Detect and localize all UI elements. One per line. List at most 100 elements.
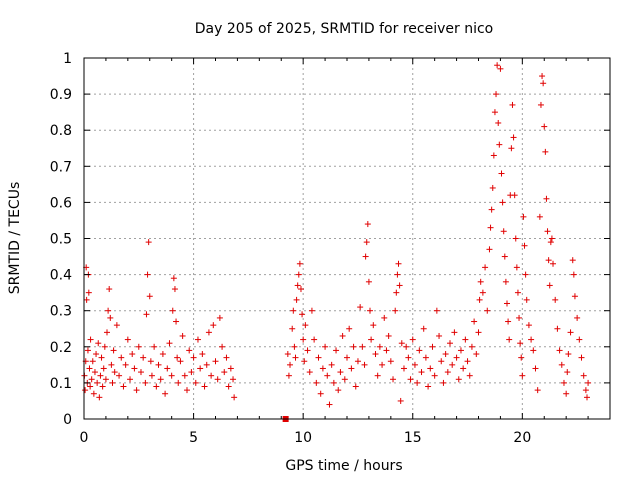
data-point bbox=[473, 351, 480, 358]
data-point bbox=[397, 397, 404, 404]
data-point bbox=[169, 307, 176, 314]
data-point bbox=[105, 307, 112, 314]
x-tick-label: 0 bbox=[80, 430, 89, 446]
data-point bbox=[322, 343, 329, 350]
data-point bbox=[395, 260, 402, 267]
data-point bbox=[501, 253, 508, 260]
data-point bbox=[416, 347, 423, 354]
data-point bbox=[364, 221, 371, 228]
data-point bbox=[503, 300, 510, 307]
x-tick-label: 15 bbox=[404, 430, 422, 446]
data-point bbox=[482, 264, 489, 271]
data-point bbox=[471, 318, 478, 325]
data-point bbox=[558, 361, 565, 368]
data-point bbox=[547, 239, 554, 246]
data-point bbox=[122, 361, 129, 368]
data-point bbox=[225, 383, 232, 390]
data-point bbox=[570, 271, 577, 278]
data-point bbox=[348, 365, 355, 372]
data-point bbox=[554, 325, 561, 332]
data-point bbox=[521, 242, 528, 249]
data-point bbox=[460, 365, 467, 372]
data-point bbox=[405, 354, 412, 361]
data-point bbox=[135, 343, 142, 350]
data-point bbox=[143, 311, 150, 318]
data-point bbox=[145, 239, 152, 246]
data-point bbox=[179, 332, 186, 339]
y-tick-label: 0.9 bbox=[50, 87, 72, 103]
data-point bbox=[295, 271, 302, 278]
data-point bbox=[190, 354, 197, 361]
data-point bbox=[199, 351, 206, 358]
data-point bbox=[301, 358, 308, 365]
y-tick-label: 0.5 bbox=[50, 232, 72, 248]
data-point bbox=[335, 387, 342, 394]
data-point bbox=[216, 314, 223, 321]
data-point bbox=[494, 62, 501, 69]
data-point bbox=[530, 347, 537, 354]
data-point bbox=[344, 354, 350, 361]
data-point bbox=[203, 361, 210, 368]
data-point bbox=[90, 390, 97, 397]
data-point bbox=[346, 325, 353, 332]
data-point bbox=[540, 80, 547, 87]
data-point bbox=[350, 343, 357, 350]
data-point bbox=[567, 329, 574, 336]
data-point bbox=[569, 257, 576, 264]
data-point bbox=[153, 383, 160, 390]
data-point bbox=[542, 148, 549, 155]
data-point bbox=[390, 376, 397, 383]
data-point bbox=[227, 365, 234, 372]
data-point bbox=[462, 336, 469, 343]
data-point bbox=[124, 336, 131, 343]
data-point bbox=[284, 351, 291, 358]
data-point bbox=[285, 372, 292, 379]
data-point bbox=[447, 340, 454, 347]
data-point bbox=[166, 340, 173, 347]
data-point bbox=[359, 343, 366, 350]
data-point bbox=[313, 379, 320, 386]
data-point bbox=[201, 383, 208, 390]
data-point bbox=[113, 322, 120, 329]
data-point bbox=[564, 369, 571, 376]
data-point bbox=[86, 365, 93, 372]
data-point bbox=[571, 293, 578, 300]
data-point bbox=[330, 379, 337, 386]
data-point bbox=[578, 354, 585, 361]
data-point bbox=[466, 372, 473, 379]
data-point bbox=[420, 325, 427, 332]
data-point bbox=[498, 170, 505, 177]
data-point bbox=[453, 354, 460, 361]
axis-ticks bbox=[83, 57, 611, 420]
x-tick-label: 10 bbox=[294, 430, 312, 446]
data-point bbox=[411, 361, 418, 368]
data-point bbox=[144, 271, 151, 278]
data-point bbox=[131, 365, 138, 372]
data-point bbox=[379, 361, 386, 368]
data-point bbox=[192, 379, 199, 386]
data-point bbox=[398, 340, 405, 347]
data-point bbox=[186, 347, 193, 354]
data-point bbox=[146, 293, 153, 300]
data-point bbox=[381, 314, 388, 321]
data-point bbox=[516, 314, 523, 321]
data-point bbox=[98, 354, 105, 361]
data-point bbox=[365, 278, 372, 285]
data-point bbox=[431, 372, 438, 379]
data-point bbox=[148, 372, 155, 379]
data-point bbox=[451, 329, 458, 336]
y-tick-label: 0.3 bbox=[50, 304, 72, 320]
data-point bbox=[127, 376, 134, 383]
data-point bbox=[96, 394, 103, 401]
data-point bbox=[197, 365, 204, 372]
data-point bbox=[500, 228, 507, 235]
data-point bbox=[300, 336, 307, 343]
data-point bbox=[523, 296, 530, 303]
data-point bbox=[491, 109, 498, 116]
data-point bbox=[552, 296, 559, 303]
data-points bbox=[81, 62, 592, 422]
data-point bbox=[188, 369, 195, 376]
data-point bbox=[545, 257, 552, 264]
data-point bbox=[479, 289, 486, 296]
data-point bbox=[97, 372, 104, 379]
